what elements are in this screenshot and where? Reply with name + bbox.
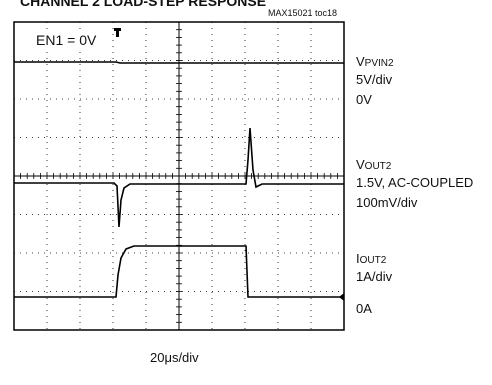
trace-label: VOUT2 1.5V, AC-COUPLED 100mV/div <box>356 157 473 211</box>
label-main: V <box>356 157 365 172</box>
trigger-marker <box>114 28 121 37</box>
label-line: 1.5V, AC-COUPLED <box>356 175 474 190</box>
frame <box>13 21 345 331</box>
annotation: EN1 = 0V <box>36 32 97 48</box>
label-sub: OUT2 <box>364 161 392 172</box>
label-line: 0A <box>356 301 372 316</box>
label-sub: OUT2 <box>359 255 387 266</box>
timebase: 20μs/div <box>150 350 199 365</box>
label-line: 1A/div <box>356 269 393 284</box>
label-main: V <box>356 54 365 69</box>
label-line: 0V <box>356 92 372 107</box>
trace-vout2 <box>14 127 344 228</box>
trace-iout2 <box>14 245 344 298</box>
figure-id: MAX15021 toc18 <box>268 8 338 18</box>
label-sub: PVIN2 <box>364 58 394 69</box>
trace-vpvin2 <box>14 61 344 64</box>
label-main: I <box>356 251 360 266</box>
label-line: 5V/div <box>356 72 393 87</box>
title: CHANNEL 2 LOAD-STEP RESPONSE <box>20 0 267 9</box>
trace-label: IOUT2 1A/div 0A <box>356 251 392 317</box>
grid <box>13 21 345 331</box>
trace-label: VPVIN2 5V/div 0V <box>356 54 394 108</box>
level-marker <box>339 293 344 301</box>
label-line: 100mV/div <box>356 195 418 210</box>
